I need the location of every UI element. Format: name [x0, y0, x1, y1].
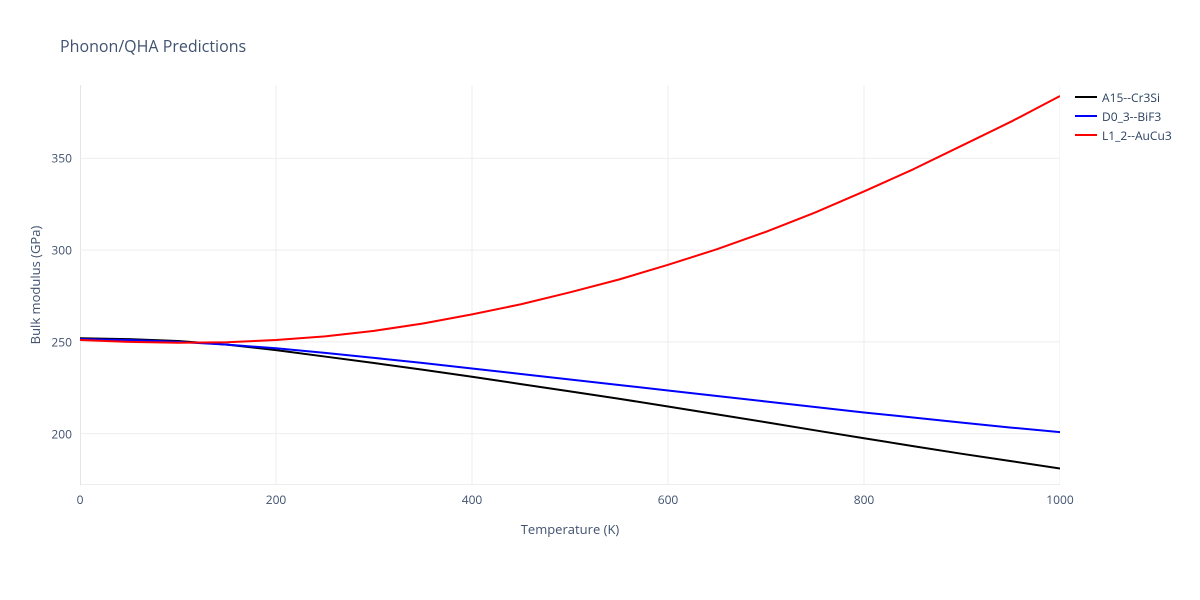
line-chart-svg	[80, 85, 1060, 485]
x-tick-label: 400	[462, 491, 483, 508]
x-axis-label: Temperature (K)	[80, 520, 1060, 538]
chart-area	[80, 85, 1060, 485]
legend-swatch	[1075, 134, 1097, 136]
series-line	[80, 339, 1060, 432]
x-tick-label: 600	[658, 491, 679, 508]
y-axis-label: Bulk modulus (GPa)	[26, 226, 44, 345]
series-line	[80, 96, 1060, 343]
x-tick-label: 200	[266, 491, 287, 508]
x-tick-label: 0	[77, 491, 84, 508]
y-tick-label: 350	[51, 150, 72, 167]
legend-swatch	[1075, 96, 1097, 98]
legend-swatch	[1075, 115, 1097, 117]
legend-label: L1_2--AuCu3	[1102, 127, 1172, 144]
y-tick-label: 300	[51, 242, 72, 259]
x-tick-label: 800	[854, 491, 875, 508]
legend-item[interactable]: A15--Cr3Si	[1075, 88, 1172, 106]
y-tick-label: 250	[51, 333, 72, 350]
legend-item[interactable]: L1_2--AuCu3	[1075, 126, 1172, 144]
page-title: Phonon/QHA Predictions	[60, 35, 246, 57]
x-tick-label: 1000	[1046, 491, 1073, 508]
series-line	[80, 338, 1060, 468]
y-tick-label: 200	[51, 425, 72, 442]
legend-label: A15--Cr3Si	[1102, 89, 1160, 106]
legend-label: D0_3--BiF3	[1102, 108, 1161, 125]
legend: A15--Cr3Si D0_3--BiF3 L1_2--AuCu3	[1075, 88, 1172, 145]
legend-item[interactable]: D0_3--BiF3	[1075, 107, 1172, 125]
